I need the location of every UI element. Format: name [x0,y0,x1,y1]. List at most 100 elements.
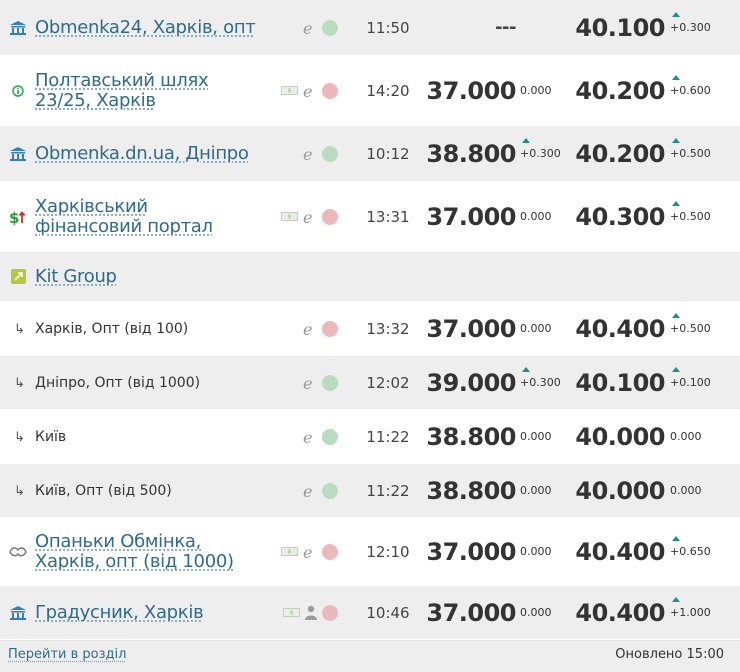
ie-icon: e [302,320,318,339]
buy-rate: 38.800 [426,422,516,451]
buy-delta: 0.000 [520,484,552,497]
svg-text:e: e [303,483,312,499]
update-time: 11:50 [366,18,410,37]
cash-icon [281,547,298,556]
up-arrow-icon [672,138,680,143]
update-time: 11:22 [366,481,410,500]
table-row: Obmenka24, Харків, опт e 11:50 --- 40.10… [0,0,740,56]
buy-rate: 37.000 [426,202,516,231]
branch-label: Дніпро, Опт (від 1000) [35,374,201,391]
bank-icon [9,20,27,35]
ie-icon: e [302,208,318,227]
table-footer: Перейти в розділ Оновлено 15:00 [0,640,740,672]
info-icon [9,84,27,97]
sell-rate: 40.000 [575,422,665,451]
table-row: ↳ Харків, Опт (від 100) e 13:32 37.000 0… [0,302,740,356]
update-time: 11:22 [366,427,410,446]
up-arrow-icon [672,313,680,318]
updated-time-label: Оновлено 15:00 [615,647,724,662]
bank-icon [9,146,27,161]
sell-rate: 40.200 [575,139,665,168]
svg-text:e: e [303,321,312,337]
buy-delta: 0.000 [520,545,552,558]
exchanger-link[interactable]: Obmenka24, Харків, опт [35,16,256,38]
handshake-icon [9,546,27,558]
up-arrow-icon [672,75,680,80]
table-row: ↳ Дніпро, Опт (від 1000) e 12:02 39.000 … [0,356,740,410]
svg-text:e: e [303,209,312,225]
ie-icon: e [302,19,318,38]
update-time: 13:32 [366,319,410,338]
exchange-rates-table: Obmenka24, Харків, опт e 11:50 --- 40.10… [0,0,740,640]
up-arrow-icon [672,367,680,372]
svg-text:e: e [303,429,312,445]
dollar-up-icon: $ [9,208,27,226]
sell-delta: +0.650 [670,545,711,558]
group-header-row: Kit Group [0,252,740,302]
sell-delta: +0.300 [670,21,711,34]
sell-delta: +0.100 [670,376,711,389]
svg-text:e: e [303,20,312,36]
up-arrow-icon [522,138,530,143]
sell-rate: 40.100 [575,13,665,42]
update-time: 13:31 [366,207,410,226]
buy-rate: 38.800 [426,139,516,168]
go-to-section-link[interactable]: Перейти в розділ [8,647,127,662]
update-time: 12:10 [366,542,410,561]
status-dot-green [322,19,338,36]
table-row: Полтавський шлях 23/25, Харків e 14:20 3… [0,56,740,126]
table-row: ↳ Київ, Опт (від 500) e 11:22 38.800 0.0… [0,464,740,518]
branch-label: Київ [35,428,67,445]
update-time: 10:46 [366,603,410,622]
sell-rate: 40.200 [575,76,665,105]
buy-rate: 39.000 [426,368,516,397]
update-time: 14:20 [366,81,410,100]
buy-rate: --- [495,17,516,38]
sell-delta: 0.000 [670,430,702,443]
status-dot-red [322,604,338,621]
cash-icon [281,212,298,221]
branch-label: Харків, Опт (від 100) [35,320,189,337]
up-arrow-icon [672,201,680,206]
sell-rate: 40.300 [575,202,665,231]
svg-text:e: e [303,544,312,560]
up-arrow-icon [672,12,680,17]
status-dot-green [322,428,338,445]
sub-branch-icon: ↳ [14,374,25,390]
status-dot-green [322,145,338,162]
ie-icon: e [302,145,318,164]
exchanger-link[interactable]: Харківський фінансовий портал [35,195,213,237]
branch-label: Київ, Опт (від 500) [35,482,172,499]
buy-rate: 38.800 [426,476,516,505]
status-dot-red [322,320,338,337]
kit-group-icon [9,269,27,284]
table-row: Obmenka.dn.ua, Дніпро e 10:12 38.800 +0.… [0,126,740,182]
svg-text:$: $ [9,209,19,226]
exchanger-link[interactable]: Obmenka.dn.ua, Дніпро [35,142,249,164]
cash-icon [283,608,300,617]
buy-rate: 37.000 [426,76,516,105]
exchanger-link[interactable]: Kit Group [35,265,117,287]
sell-rate: 40.400 [575,537,665,566]
status-dot-green [322,482,338,499]
sell-delta: +0.600 [670,84,711,97]
exchanger-link[interactable]: Градусник, Харків [35,601,204,623]
person-icon [304,605,318,621]
table-row: Градусник, Харків 10:46 37.000 0.000 40.… [0,586,740,640]
buy-rate: 37.000 [426,314,516,343]
sell-delta: 0.000 [670,484,702,497]
sell-rate: 40.100 [575,368,665,397]
sell-delta: +0.500 [670,322,711,335]
ie-icon: e [302,482,318,501]
exchanger-link[interactable]: Полтавський шлях 23/25, Харків [35,69,209,111]
exchanger-link[interactable]: Опаньки Обмінка, Харків, опт (від 1000) [35,530,234,572]
sell-delta: +1.000 [670,606,711,619]
sell-delta: +0.500 [670,210,711,223]
buy-rate: 37.000 [426,537,516,566]
buy-delta: 0.000 [520,322,552,335]
buy-delta: 0.000 [520,430,552,443]
svg-text:e: e [303,146,312,162]
buy-rate: 37.000 [426,598,516,627]
up-arrow-icon [672,536,680,541]
update-time: 10:12 [366,144,410,163]
